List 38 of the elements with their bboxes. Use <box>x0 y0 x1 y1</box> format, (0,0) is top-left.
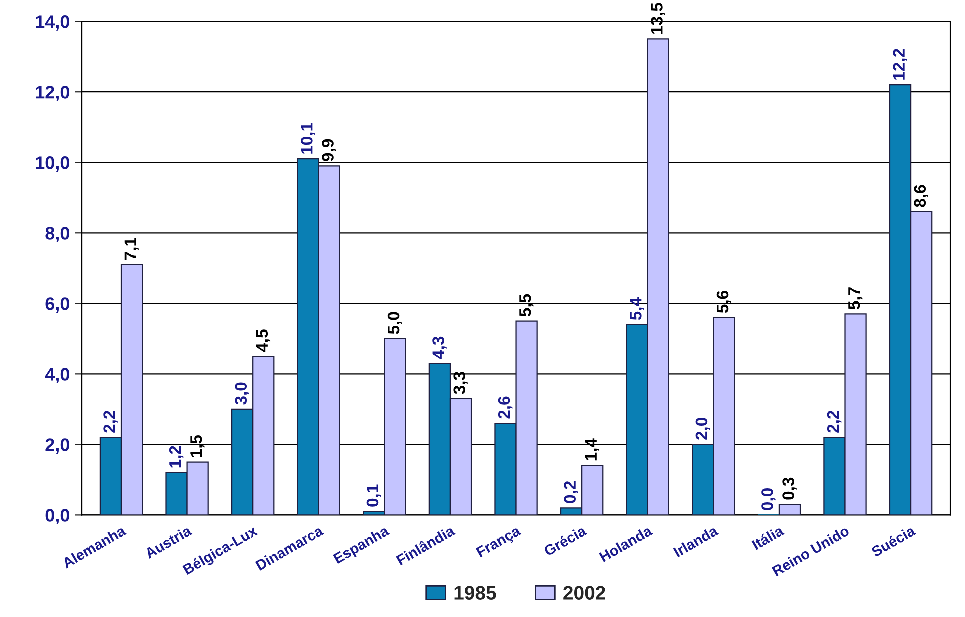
data-label: 2,2 <box>827 410 842 433</box>
data-label: 2,6 <box>498 396 513 419</box>
data-label: 9,9 <box>322 139 336 162</box>
data-label: 5,6 <box>716 291 732 314</box>
data-label: 13,5 <box>651 3 666 34</box>
y-tick-label: 10,0 <box>36 156 70 172</box>
data-label: 5,4 <box>630 298 644 320</box>
data-label: 10,1 <box>301 122 316 154</box>
data-label: 2,0 <box>696 418 710 440</box>
legend-label: 1985 <box>454 586 496 600</box>
data-label: 4,5 <box>256 330 271 352</box>
data-label: 7,1 <box>124 238 139 260</box>
data-label: 1,2 <box>169 446 184 468</box>
data-label: 0,1 <box>366 484 382 507</box>
data-label: 12,2 <box>893 49 908 80</box>
y-tick-label: 8,0 <box>46 227 70 242</box>
y-tick-label: 6,0 <box>46 298 70 313</box>
data-label: 4,3 <box>432 336 447 360</box>
y-tick-label: 4,0 <box>45 368 70 384</box>
x-tick-label: Itália <box>751 524 785 550</box>
data-label: 2,2 <box>104 410 118 433</box>
data-label: 5,5 <box>520 294 534 317</box>
data-label: 8,6 <box>914 185 928 208</box>
data-label: 3,3 <box>454 372 468 394</box>
data-label: 3,0 <box>235 382 250 405</box>
legend-label: 2002 <box>564 586 606 600</box>
y-tick-label: 0,0 <box>46 509 70 525</box>
data-label: 0,0 <box>762 488 776 510</box>
y-tick-label: 2,0 <box>46 438 70 454</box>
data-label: 1,4 <box>585 438 600 461</box>
data-label: 5,7 <box>848 288 863 310</box>
bar <box>778 504 802 516</box>
data-label: 0,3 <box>782 478 797 500</box>
data-label: 1,5 <box>190 435 205 458</box>
y-tick-label: 12,0 <box>36 86 70 102</box>
data-label: 0,2 <box>564 481 578 504</box>
y-tick-label: 14,0 <box>36 16 70 31</box>
data-label: 5,0 <box>388 312 402 334</box>
